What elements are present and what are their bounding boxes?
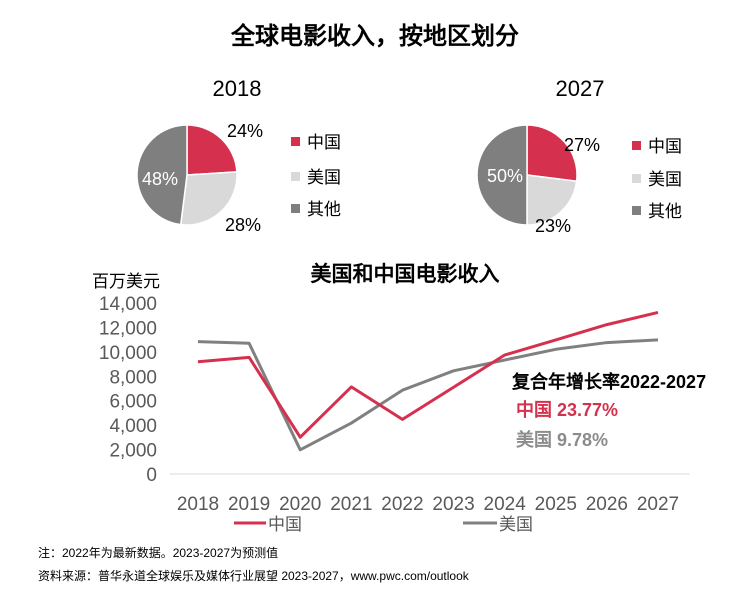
pie-2018-title: 2018 bbox=[213, 76, 262, 101]
pie-value-label-china: 24% bbox=[227, 121, 263, 141]
legend-label-usa: 美国 bbox=[499, 515, 533, 534]
legend-swatch-other bbox=[632, 206, 641, 215]
y-tick-label: 0 bbox=[146, 465, 157, 486]
y-tick-label: 12,000 bbox=[99, 318, 157, 339]
legend-swatch-other bbox=[291, 204, 300, 213]
series-line-china bbox=[197, 310, 659, 439]
source-note: 资料来源：普华永道全球娱乐及媒体行业展望 2023-2027，www.pwc.c… bbox=[38, 568, 470, 583]
x-tick-label: 2027 bbox=[637, 494, 679, 515]
y-tick-label: 10,000 bbox=[99, 343, 157, 364]
legend-label-usa: 美国 bbox=[648, 170, 682, 189]
pie-slice-usa bbox=[526, 174, 578, 226]
y-tick-label: 2,000 bbox=[109, 441, 157, 462]
pie-slice-china bbox=[186, 124, 238, 176]
pie-value-label-other: 48% bbox=[142, 169, 178, 189]
pie-value-label-other: 50% bbox=[487, 166, 523, 186]
legend-label-china: 中国 bbox=[307, 133, 341, 152]
legend-swatch-china bbox=[291, 137, 300, 146]
x-tick-label: 2024 bbox=[484, 494, 527, 515]
cagr-heading: 复合年增长率2022-2027 bbox=[511, 371, 706, 392]
pie-2027-legend: 中国 美国 其他 bbox=[632, 137, 682, 221]
legend-label-other: 其他 bbox=[648, 202, 682, 221]
x-tick-label: 2020 bbox=[279, 494, 321, 515]
legend-label-china: 中国 bbox=[648, 137, 682, 156]
pie-value-label-china: 27% bbox=[564, 135, 600, 155]
y-tick-label: 8,000 bbox=[109, 367, 157, 388]
y-axis-label: 百万美元 bbox=[92, 272, 160, 291]
pie-slice-usa bbox=[179, 171, 238, 226]
legend-label-china: 中国 bbox=[268, 515, 302, 534]
legend-swatch-usa bbox=[291, 172, 300, 181]
y-tick-label: 4,000 bbox=[109, 416, 157, 437]
pie-2018: 24% 28% 48% bbox=[136, 121, 263, 235]
pie-2027: 27% 23% 50% bbox=[476, 124, 600, 236]
x-tick-label: 2026 bbox=[586, 494, 628, 515]
y-tick-label: 14,000 bbox=[99, 294, 157, 315]
line-chart-title: 美国和中国电影收入 bbox=[311, 262, 500, 286]
line-chart: 0 2,000 4,000 6,000 8,000 10,000 12,000 14,000 2… bbox=[99, 294, 690, 515]
legend-label-other: 其他 bbox=[307, 200, 341, 219]
line-legend: 中国 美国 bbox=[234, 515, 533, 534]
pie-value-label-usa: 23% bbox=[535, 216, 571, 236]
x-tick-label: 2021 bbox=[330, 494, 372, 515]
pie-slice-china bbox=[526, 124, 578, 183]
x-tick-label: 2023 bbox=[432, 494, 474, 515]
x-tick-label: 2022 bbox=[381, 494, 423, 515]
main-title: 全球电影收入，按地区划分 bbox=[230, 22, 519, 50]
y-tick-label: 6,000 bbox=[109, 392, 157, 413]
x-tick-label: 2019 bbox=[228, 494, 270, 515]
x-tick-label: 2025 bbox=[535, 494, 577, 515]
pie-2018-legend: 中国 美国 其他 bbox=[291, 133, 341, 219]
pie-slice-other bbox=[476, 124, 528, 226]
x-tick-label: 2018 bbox=[177, 494, 219, 515]
footnote: 注：2022年为最新数据。2023-2027为预测值 bbox=[38, 545, 278, 560]
pie-2027-title: 2027 bbox=[556, 76, 605, 101]
cagr-china: 中国 23.77% bbox=[516, 399, 618, 420]
pie-slice-other bbox=[136, 124, 188, 226]
pie-value-label-usa: 28% bbox=[225, 215, 261, 235]
legend-swatch-china bbox=[632, 141, 641, 150]
legend-swatch-usa bbox=[632, 174, 641, 183]
cagr-usa: 美国 9.78% bbox=[516, 429, 608, 450]
legend-label-usa: 美国 bbox=[307, 168, 341, 187]
